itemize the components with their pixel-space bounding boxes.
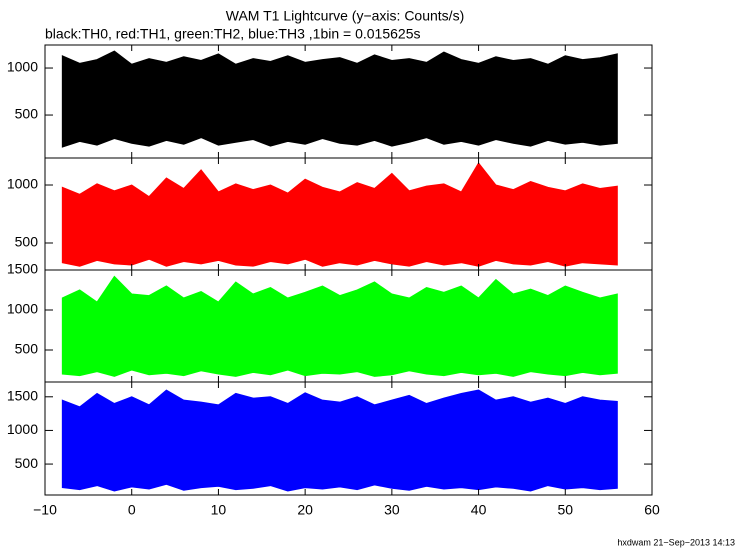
x-tick-label: 20	[297, 502, 313, 518]
count-band	[61, 50, 618, 148]
panel-frame	[44, 381, 653, 496]
footer: hxdwam 21−Sep−2013 14:13	[617, 537, 735, 547]
x-tick-label: 40	[471, 502, 487, 518]
y-tick-label: 1000	[7, 421, 38, 437]
y-tick-label: 1000	[7, 59, 38, 75]
x-tick-label: 10	[211, 502, 227, 518]
x-tick-label: 50	[557, 502, 573, 518]
y-tick-label: 500	[15, 455, 39, 471]
count-band	[61, 275, 618, 377]
x-tick-label: 30	[384, 502, 400, 518]
y-tick-label: 500	[15, 234, 39, 250]
y-tick-label: 1000	[7, 301, 38, 317]
x-tick-label: −10	[33, 502, 57, 518]
y-tick-label: 500	[15, 341, 39, 357]
chart-title: WAM T1 Lightcurve (y−axis: Counts/s)	[226, 8, 464, 24]
y-tick-label: 1000	[7, 176, 38, 192]
count-band	[61, 389, 618, 492]
chart-subtitle: black:TH0, red:TH1, green:TH2, blue:TH3 …	[45, 26, 420, 42]
y-tick-label: 1500	[7, 261, 38, 277]
x-tick-label: 0	[128, 502, 136, 518]
count-band	[61, 162, 618, 267]
x-tick-label: 60	[644, 502, 660, 518]
y-tick-label: 1500	[7, 388, 38, 404]
y-tick-label: 500	[15, 106, 39, 122]
